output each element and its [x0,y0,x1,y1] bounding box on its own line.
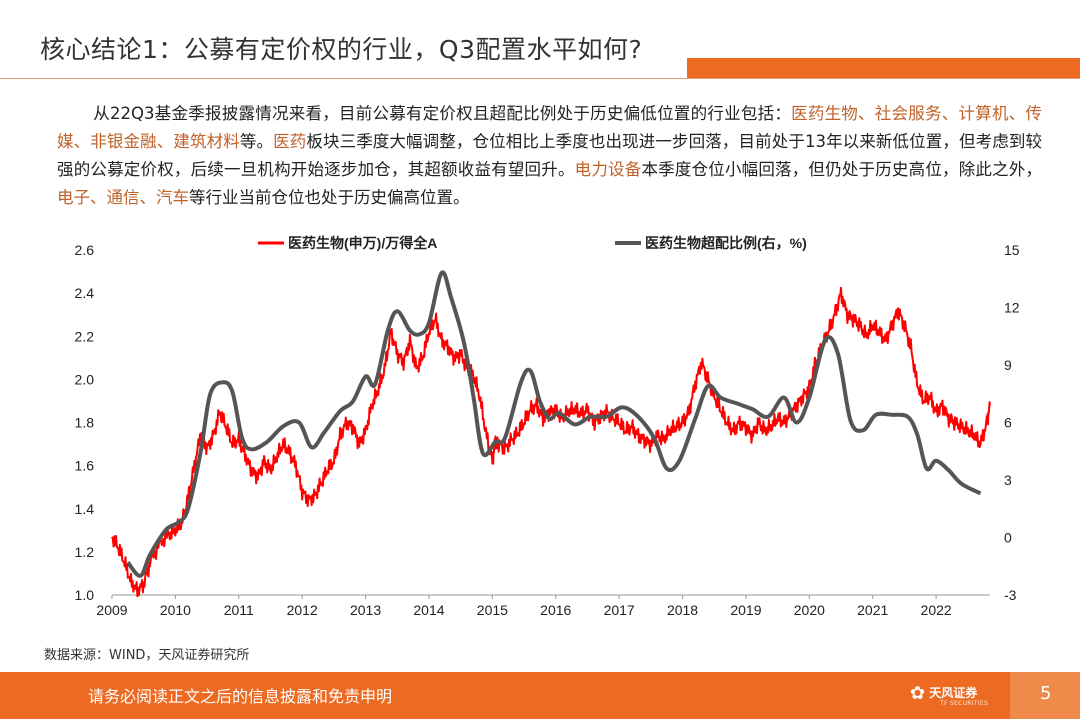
highlighted-industry-text: 电子、通信、汽车 [57,188,189,207]
line-chart: 医药生物(申万)/万得全A 医药生物超配比例(右，%) 2009 2010 2011 2… [75,235,1020,618]
y-left-tick-label: 2.4 [75,285,95,301]
y-left-tick-label: 1.8 [75,415,95,431]
paragraph-text: 从22Q3基金季报披露情况来看，目前公募有定价权且超配比例处于历史偏低位置的行业… [93,104,792,123]
y-left-tick-label: 1.4 [75,501,95,517]
chart-legend: 医药生物(申万)/万得全A 医药生物超配比例(右，%) [258,235,807,251]
x-tick-label: 2022 [921,602,952,618]
chart-axes: 2009 2010 2011 2012 2013 2014 2015 2016 2017 2018… [75,242,1020,618]
y-left-tick-label: 2.6 [75,242,95,258]
x-tick-label: 2020 [794,602,825,618]
disclaimer-link[interactable]: 请务必阅读正文之后的信息披露和免责申明 [88,687,393,706]
logo-subtext: TF SECURITIES [940,700,989,707]
y-left-tick-label: 2.2 [75,328,95,344]
series-line-overweight-ratio [126,270,982,578]
x-tick-label: 2014 [413,602,444,618]
legend-label: 医药生物(申万)/万得全A [288,235,437,251]
y-right-tick-label: 12 [1004,300,1020,316]
data-source: 数据来源：WIND，天风证券研究所 [44,648,250,663]
x-tick-label: 2013 [350,602,381,618]
x-tick-label: 2017 [604,602,635,618]
y-right-tick-label: 9 [1004,357,1012,373]
title-divider [0,78,1080,79]
page-title: 核心结论1：公募有定价权的行业，Q3配置水平如何? [40,35,643,64]
summary-paragraph: 从22Q3基金季报披露情况来看，目前公募有定价权且超配比例处于历史偏低位置的行业… [57,100,1042,212]
x-tick-label: 2012 [287,602,318,618]
x-tick-label: 2009 [96,602,127,618]
footer-bar [0,672,1080,719]
highlighted-industry-text: 医药生物、社会服务、计算机、传媒、非银金融、建筑材料 [57,104,1043,151]
y-right-tick-label: 6 [1004,415,1012,431]
x-tick-label: 2015 [477,602,508,618]
highlighted-industry-text: 医药 [273,132,307,151]
company-logo: ✿ 天风证券 [910,683,977,704]
page-number-box [1010,672,1080,719]
paragraph-text: 等。 [239,132,274,151]
series-line-relative-strength [111,286,991,598]
highlighted-industry-text: 电力设备 [574,160,642,179]
paragraph-text: 本季度仓位小幅回落，但仍处于历史高位，除此之外， [641,160,1043,179]
y-left-tick-label: 1.0 [75,587,95,603]
page-number: 5 [1040,683,1052,704]
y-left-tick-label: 1.2 [75,544,95,560]
title-accent-bar [687,58,1080,78]
y-right-tick-label: 15 [1004,242,1020,258]
x-tick-label: 2011 [224,602,254,618]
y-left-tick-label: 2.0 [75,371,95,387]
y-left-tick-label: 1.6 [75,458,95,474]
paragraph-text: 板块三季度大幅调整，仓位相比上季度也出现进一步回落，目前处于13年以来新低位置，… [57,132,1043,179]
x-tick-label: 2021 [857,602,888,618]
y-right-tick-label: 3 [1004,472,1012,488]
legend-label: 医药生物超配比例(右，%) [645,235,807,251]
logo-text: 天风证券 [929,686,978,700]
chart-lines [111,270,991,598]
x-tick-label: 2018 [667,602,698,618]
y-right-tick-label: 0 [1004,530,1012,546]
y-right-tick-label: -3 [1004,587,1017,603]
paragraph-text: 等行业当前仓位也处于历史偏高位置。 [189,188,470,207]
logo-flower-icon: ✿ [910,683,926,704]
x-tick-label: 2010 [160,602,191,618]
x-tick-label: 2016 [540,602,571,618]
x-tick-label: 2019 [730,602,761,618]
